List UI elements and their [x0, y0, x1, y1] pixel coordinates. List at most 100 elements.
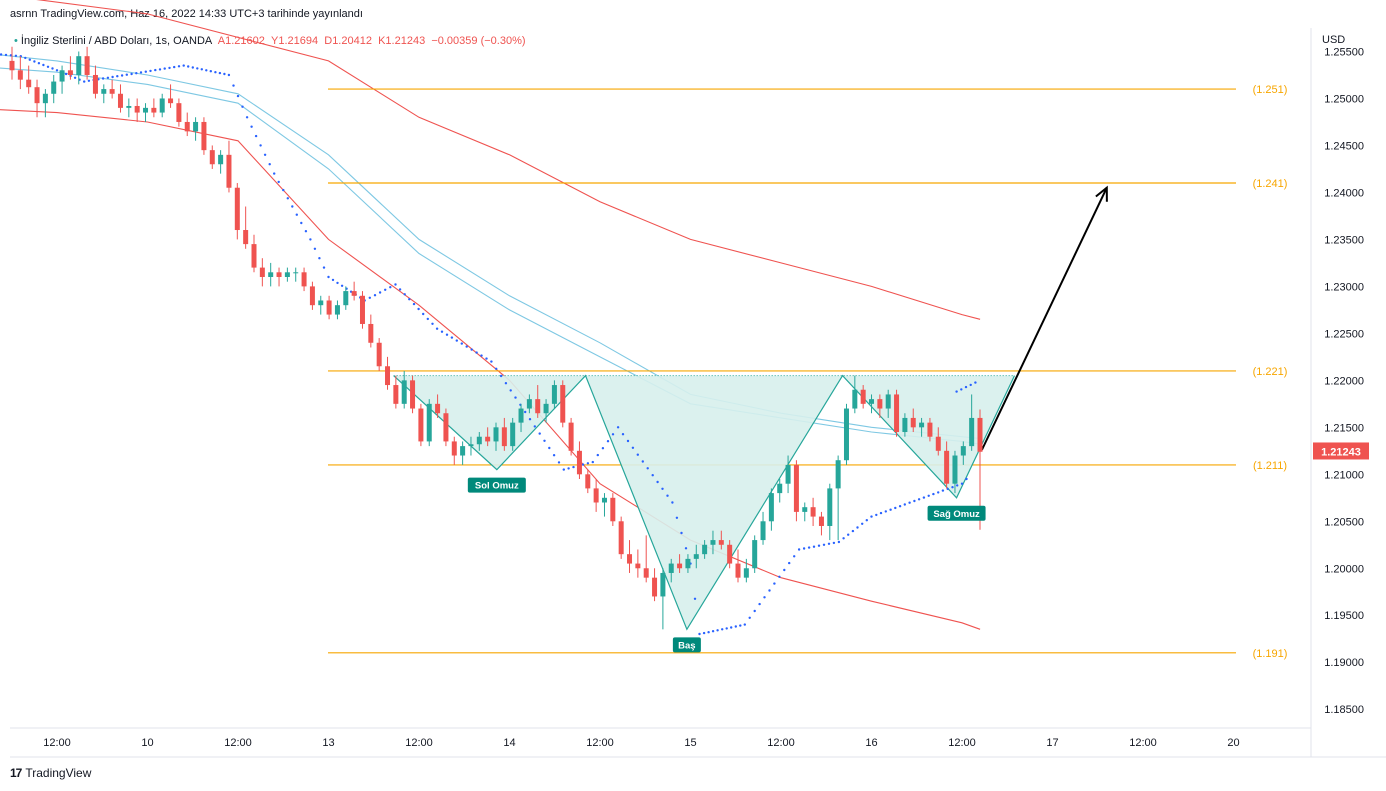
- sar-dot: [596, 453, 599, 457]
- y-tick-label-6: 1.22500: [1324, 328, 1364, 340]
- sar-dot: [903, 503, 906, 506]
- price-axis[interactable]: 1.25500 1.25000 1.24500 1.24000 1.23500 1.230…: [1313, 46, 1369, 716]
- sar-dot: [621, 433, 625, 436]
- sar-dot: [509, 389, 512, 392]
- sar-dot: [214, 71, 217, 74]
- sar-dot: [533, 425, 536, 428]
- x-tick-label-11: 17: [1046, 737, 1058, 749]
- annotation-bg-1: [672, 637, 701, 653]
- candle-body: [485, 436, 491, 442]
- sar-dot: [336, 281, 339, 285]
- sar-dot: [870, 515, 873, 518]
- sar-dot: [282, 188, 285, 192]
- candle-body: [593, 488, 599, 503]
- candle-body: [560, 385, 566, 423]
- candle-body: [643, 568, 649, 578]
- sar-dot: [538, 432, 541, 435]
- sar-dot: [313, 247, 317, 250]
- sar-dot: [106, 76, 110, 80]
- candle-body: [768, 493, 774, 522]
- sar-dot: [591, 460, 594, 464]
- candle-body: [234, 187, 240, 231]
- candle-body: [293, 272, 299, 274]
- candle-body: [460, 446, 466, 456]
- candle-body: [193, 121, 199, 132]
- candle-body: [468, 444, 474, 447]
- sar-dot: [205, 69, 208, 72]
- y-tick-label-1: 1.25000: [1324, 93, 1364, 105]
- candle-body: [426, 403, 432, 442]
- sar-dot: [631, 446, 635, 449]
- sar-dot: [812, 545, 816, 548]
- sar-dot: [460, 342, 463, 345]
- currency-label[interactable]: USD: [1322, 34, 1346, 46]
- last-price-badge: [1313, 442, 1369, 460]
- symbol-name[interactable]: İngiliz Sterlini / ABD Doları, 1s, OANDA: [20, 35, 212, 47]
- publish-info: asrnn TradingView.com, Haz 16, 2022 14:3…: [10, 8, 363, 20]
- sar-dot: [295, 213, 298, 216]
- candle-body: [610, 497, 616, 522]
- last-price-label: 1.21243: [1321, 446, 1361, 458]
- footer-brand[interactable]: 17 TradingView: [10, 766, 91, 780]
- annotation-bg-2: [927, 505, 986, 521]
- sar-dot: [46, 65, 50, 69]
- sar-dot: [125, 73, 128, 76]
- candle-body: [935, 436, 941, 451]
- sar-dot: [768, 589, 771, 592]
- sar-dot: [577, 464, 580, 468]
- sar-dot: [567, 467, 570, 470]
- candle-body: [67, 70, 73, 75]
- sar-dot: [218, 71, 222, 75]
- sar-dot: [408, 298, 411, 301]
- sar-dot: [394, 283, 397, 286]
- sar-dot: [837, 540, 841, 544]
- candle-body: [301, 272, 307, 287]
- candle-body: [201, 121, 207, 151]
- sar-dot: [149, 69, 152, 73]
- sar-dot: [223, 72, 226, 76]
- sar-dot: [636, 453, 639, 456]
- sar-dot: [528, 418, 532, 421]
- sar-dot: [485, 357, 488, 360]
- candle-body: [510, 422, 516, 447]
- candle-body: [26, 79, 32, 88]
- sar-dot: [702, 631, 706, 635]
- sar-dot: [154, 68, 157, 72]
- candle-body: [92, 74, 98, 94]
- sar-dot: [69, 74, 72, 78]
- candle-body: [117, 93, 123, 108]
- candle-body: [793, 464, 799, 512]
- ma-red-short-line: [0, 109, 981, 630]
- sar-dot: [675, 516, 679, 519]
- sar-dot: [707, 631, 710, 634]
- candle-body: [168, 98, 174, 104]
- sar-dot: [14, 54, 18, 57]
- time-axis[interactable]: 12:00 10 12:00 13 12:00 14 12:00 15 12:00 16 12:00…: [43, 737, 1239, 749]
- sar-dot: [524, 410, 527, 414]
- sar-dot: [557, 461, 561, 464]
- candle-body: [134, 105, 140, 113]
- sar-dot: [470, 348, 473, 351]
- candle-body: [42, 93, 48, 104]
- sar-dot: [725, 627, 728, 630]
- sar-dot: [721, 628, 724, 631]
- candle-body: [376, 342, 382, 367]
- x-tick-label-8: 12:00: [767, 737, 795, 749]
- sar-dot: [802, 547, 806, 550]
- sar-dot: [349, 290, 353, 293]
- sar-dot: [135, 72, 138, 75]
- candle-body: [843, 408, 849, 461]
- sar-dot: [144, 70, 147, 73]
- sar-dot: [783, 568, 786, 572]
- sar-dot: [917, 498, 921, 501]
- sar-dot: [304, 230, 308, 233]
- sar-dot: [55, 69, 59, 72]
- y-tick-label-2: 1.24500: [1324, 140, 1364, 152]
- sar-dot: [440, 330, 444, 333]
- candle-body: [501, 427, 507, 447]
- sar-dot: [646, 467, 649, 470]
- y-tick-label-11: 1.20000: [1324, 563, 1364, 575]
- sar-dot: [191, 66, 194, 69]
- candle-body: [268, 272, 274, 277]
